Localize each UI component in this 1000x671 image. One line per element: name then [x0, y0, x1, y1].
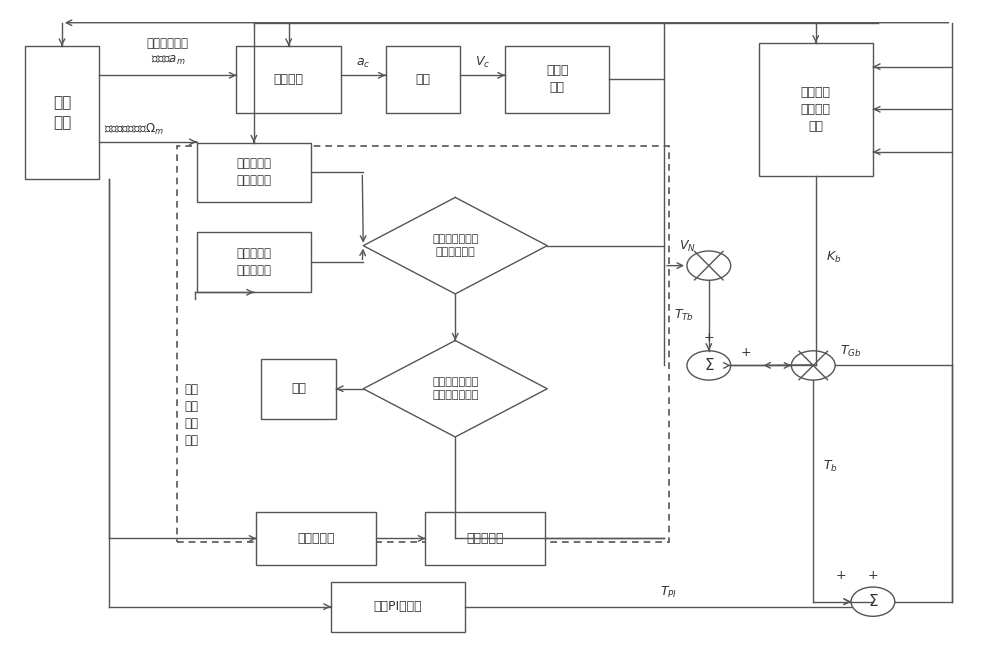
Text: 补偿转矩
系数计算
模块: 补偿转矩 系数计算 模块: [801, 86, 831, 133]
Text: 判断频率偏移是
否超过设定范围: 判断频率偏移是 否超过设定范围: [432, 377, 478, 401]
Text: 消差模块: 消差模块: [274, 73, 304, 86]
FancyBboxPatch shape: [331, 582, 465, 631]
Circle shape: [851, 587, 895, 617]
Circle shape: [687, 351, 731, 380]
Polygon shape: [363, 197, 547, 294]
FancyBboxPatch shape: [425, 512, 545, 565]
Text: 预设塔筒左
右固有频率: 预设塔筒左 右固有频率: [236, 248, 271, 277]
FancyBboxPatch shape: [25, 46, 99, 179]
Text: $V_c$: $V_c$: [475, 55, 490, 70]
Text: 高通滤波器: 高通滤波器: [297, 532, 335, 545]
Circle shape: [791, 351, 835, 380]
Circle shape: [687, 251, 731, 280]
FancyBboxPatch shape: [386, 46, 460, 113]
Text: 警报: 警报: [291, 382, 306, 395]
Text: 在线频率计
算提取模块: 在线频率计 算提取模块: [236, 158, 271, 187]
Text: 判断频率偏移是
否在较小范围: 判断频率偏移是 否在较小范围: [432, 234, 478, 257]
Text: Σ: Σ: [868, 595, 878, 609]
FancyBboxPatch shape: [197, 142, 311, 203]
Text: 带通滤
波器: 带通滤 波器: [546, 64, 568, 95]
Text: $T_{Gb}$: $T_{Gb}$: [840, 344, 862, 359]
Text: 测量机舱左右
加速度$a_m$: 测量机舱左右 加速度$a_m$: [147, 37, 189, 67]
Text: Σ: Σ: [704, 358, 714, 373]
Text: $a_c$: $a_c$: [356, 57, 370, 70]
FancyBboxPatch shape: [759, 43, 873, 176]
FancyBboxPatch shape: [197, 232, 311, 293]
Text: 测量发电机转速$Ω_m$: 测量发电机转速$Ω_m$: [104, 121, 164, 136]
FancyBboxPatch shape: [256, 512, 376, 565]
Text: $T_{Tb}$: $T_{Tb}$: [674, 308, 694, 323]
Text: 频率
在线
调整
模块: 频率 在线 调整 模块: [185, 383, 199, 448]
Text: $K_b$: $K_b$: [826, 250, 841, 265]
Text: $V_N$: $V_N$: [679, 239, 696, 254]
Text: 转矩PI控制器: 转矩PI控制器: [374, 600, 422, 613]
Text: $T_{PI}$: $T_{PI}$: [660, 585, 678, 600]
Text: +: +: [741, 346, 751, 359]
Polygon shape: [363, 340, 547, 437]
Text: $T_b$: $T_b$: [823, 460, 838, 474]
Text: 积分: 积分: [415, 73, 430, 86]
Text: 风电
机组: 风电 机组: [53, 95, 71, 130]
FancyBboxPatch shape: [236, 46, 341, 113]
FancyBboxPatch shape: [261, 359, 336, 419]
Text: +: +: [868, 569, 878, 582]
FancyBboxPatch shape: [505, 46, 609, 113]
Text: +: +: [835, 569, 846, 582]
Text: 带通滤波器: 带通滤波器: [466, 532, 504, 545]
Text: +: +: [704, 331, 714, 344]
